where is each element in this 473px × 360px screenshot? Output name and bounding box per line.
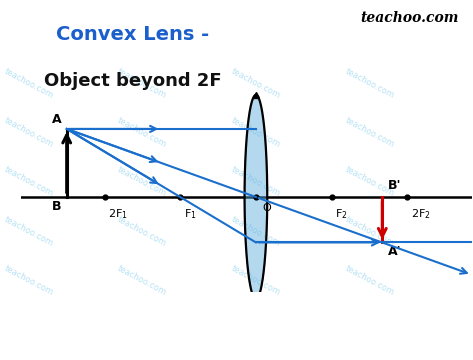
Text: teachoo.com: teachoo.com xyxy=(3,67,55,100)
Text: teachoo.com: teachoo.com xyxy=(3,264,55,297)
Text: teachoo.com: teachoo.com xyxy=(230,214,282,248)
Text: 2F$_1$: 2F$_1$ xyxy=(108,207,128,221)
Text: teachoo.com: teachoo.com xyxy=(343,264,395,297)
Text: F$_1$: F$_1$ xyxy=(184,207,197,221)
Text: teachoo.com: teachoo.com xyxy=(3,165,55,199)
Text: teachoo.com: teachoo.com xyxy=(230,116,282,149)
Text: teachoo.com: teachoo.com xyxy=(116,264,168,297)
Text: teachoo.com: teachoo.com xyxy=(116,165,168,199)
Text: A': A' xyxy=(387,246,401,258)
Text: B: B xyxy=(52,200,61,213)
Text: Convex Lens -: Convex Lens - xyxy=(56,25,209,44)
Text: teachoo.com: teachoo.com xyxy=(230,67,282,100)
Text: 2F$_2$: 2F$_2$ xyxy=(411,207,431,221)
Polygon shape xyxy=(245,95,267,299)
Text: B': B' xyxy=(387,179,401,192)
Text: teachoo.com: teachoo.com xyxy=(343,214,395,248)
Text: teachoo.com: teachoo.com xyxy=(3,116,55,149)
Text: teachoo.com: teachoo.com xyxy=(343,67,395,100)
Text: A: A xyxy=(52,113,61,126)
Text: teachoo.com: teachoo.com xyxy=(230,264,282,297)
Text: teachoo.com: teachoo.com xyxy=(116,116,168,149)
Text: F$_2$: F$_2$ xyxy=(335,207,348,221)
Text: teachoo.com: teachoo.com xyxy=(116,67,168,100)
Text: teachoo.com: teachoo.com xyxy=(116,214,168,248)
Text: Object beyond 2F: Object beyond 2F xyxy=(44,72,221,90)
Text: teachoo.com: teachoo.com xyxy=(3,214,55,248)
Text: teachoo.com: teachoo.com xyxy=(343,165,395,199)
Text: teachoo.com: teachoo.com xyxy=(230,165,282,199)
Text: O: O xyxy=(262,203,271,213)
Text: teachoo.com: teachoo.com xyxy=(360,11,459,25)
Text: teachoo.com: teachoo.com xyxy=(343,116,395,149)
